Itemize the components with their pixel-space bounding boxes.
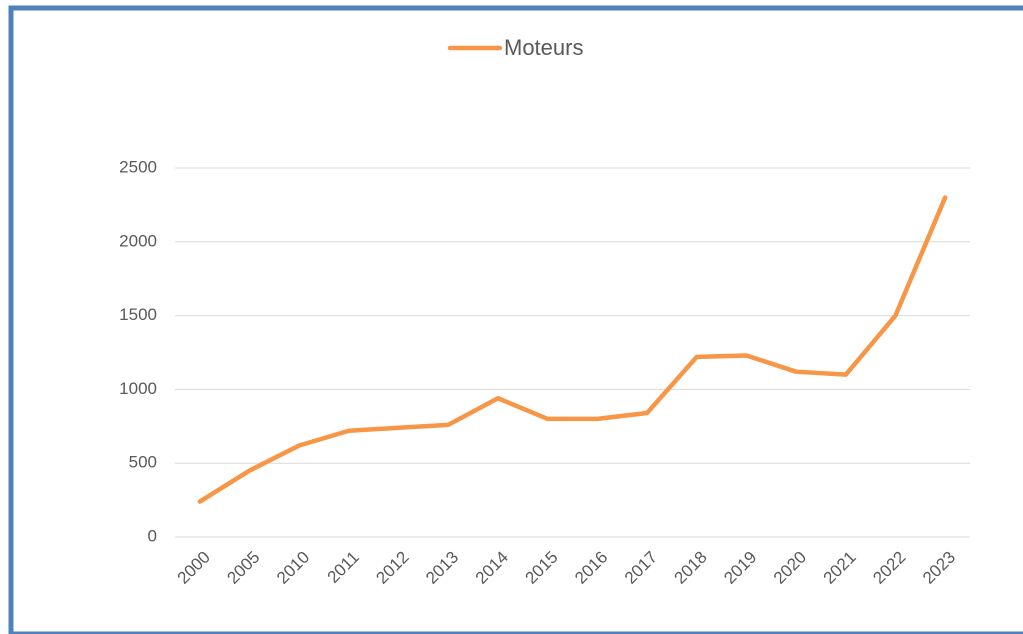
chart-frame — [8, 5, 1023, 634]
data-line — [197, 195, 948, 504]
legend-label: Moteurs — [504, 35, 583, 60]
y-tick-label: 1500 — [119, 305, 157, 324]
y-tick-label: 500 — [129, 453, 157, 472]
y-tick-label: 0 — [148, 526, 157, 545]
y-tick-label: 2000 — [119, 231, 157, 250]
y-tick-label: 2500 — [119, 157, 157, 176]
y-tick-label: 1000 — [119, 379, 157, 398]
